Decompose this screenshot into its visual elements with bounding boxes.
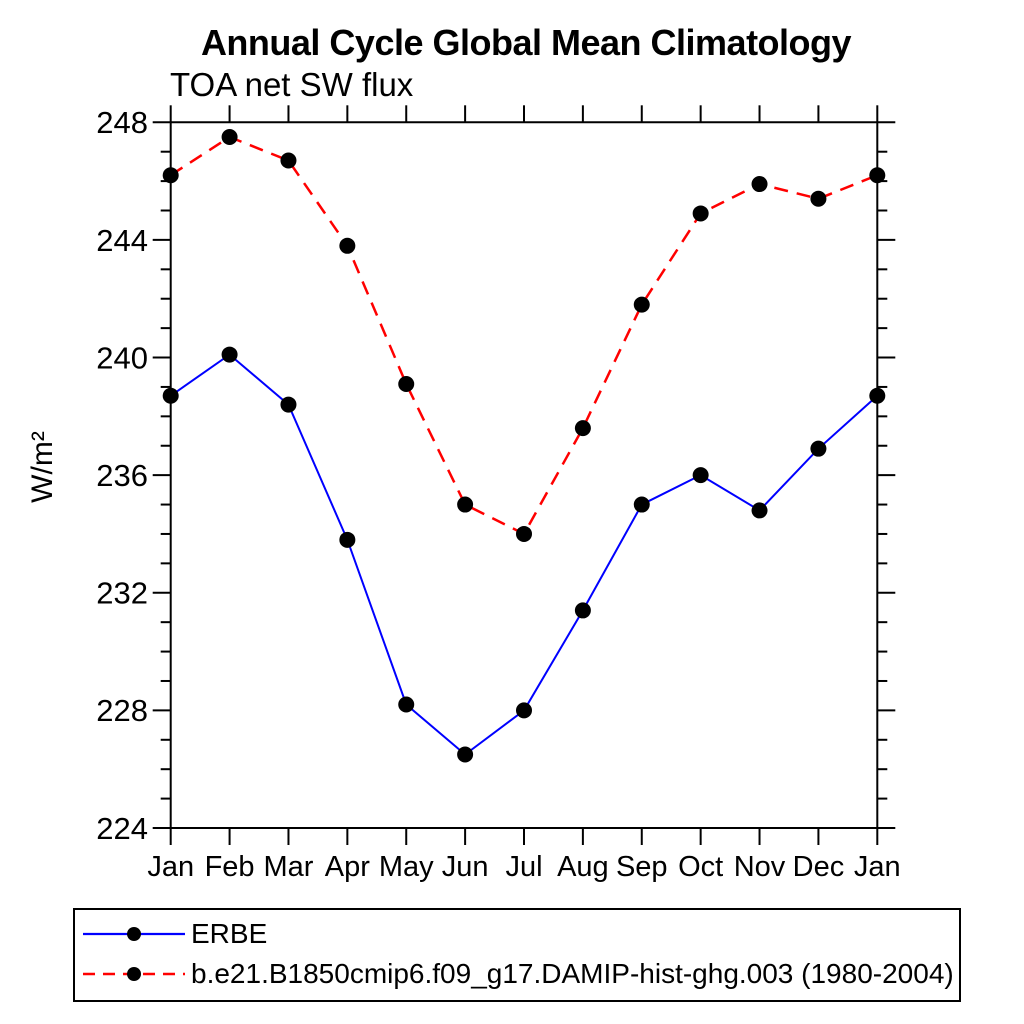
svg-text:Oct: Oct <box>678 851 723 883</box>
legend-item-model: b.e21.B1850cmip6.f09_g17.DAMIP-hist-ghg.… <box>79 954 959 994</box>
svg-text:Sep: Sep <box>616 851 668 883</box>
legend-label-erbe: ERBE <box>191 918 268 949</box>
y-tick-labels: 224 228 232 236 240 244 248 <box>96 105 148 846</box>
svg-text:236: 236 <box>96 458 148 493</box>
svg-text:Mar: Mar <box>263 851 313 883</box>
month-labels: Jan Feb Mar Apr May Jun Jul Aug Sep Oct Nov Dec Jan <box>147 851 900 883</box>
chart-subtitle: TOA net SW flux <box>170 66 414 103</box>
series-erbe <box>162 346 886 763</box>
model-line-sample-icon <box>83 967 185 981</box>
svg-text:Jan: Jan <box>147 851 194 883</box>
svg-text:Jul: Jul <box>505 851 542 883</box>
svg-text:Feb: Feb <box>205 851 255 883</box>
legend-label-model: b.e21.B1850cmip6.f09_g17.DAMIP-hist-ghg.… <box>191 958 954 989</box>
svg-text:Jun: Jun <box>442 851 489 883</box>
svg-text:240: 240 <box>96 340 148 375</box>
svg-text:232: 232 <box>96 576 148 611</box>
erbe-line-sample-icon <box>83 927 185 941</box>
svg-text:Nov: Nov <box>734 851 786 883</box>
svg-text:248: 248 <box>96 105 148 140</box>
plot-frame <box>169 121 879 829</box>
svg-text:244: 244 <box>96 223 148 258</box>
chart-title: Annual Cycle Global Mean Climatology <box>200 22 852 63</box>
y-axis-ticks <box>152 121 896 829</box>
legend-item-erbe: ERBE <box>79 914 959 954</box>
x-axis-ticks <box>169 105 879 845</box>
legend: ERBE b.e21.B1850cmip6.f09_g17.DAMIP-hist… <box>73 908 961 1002</box>
svg-text:W/m²: W/m² <box>26 431 59 503</box>
y-axis-title: W/m² <box>26 431 59 503</box>
series-model <box>162 129 886 542</box>
svg-text:Apr: Apr <box>325 851 370 883</box>
svg-text:Aug: Aug <box>557 851 609 883</box>
svg-text:Dec: Dec <box>793 851 845 883</box>
svg-text:228: 228 <box>96 693 148 728</box>
svg-text:May: May <box>379 851 434 883</box>
svg-text:224: 224 <box>96 811 148 846</box>
svg-text:Jan: Jan <box>854 851 901 883</box>
